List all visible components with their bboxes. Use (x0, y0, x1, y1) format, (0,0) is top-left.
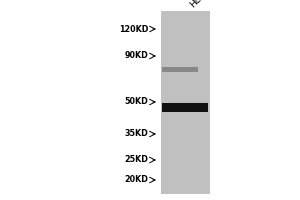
Text: 50KD: 50KD (125, 98, 148, 106)
Text: 25KD: 25KD (124, 156, 148, 164)
Text: 120KD: 120KD (119, 24, 148, 33)
Text: 20KD: 20KD (124, 176, 148, 184)
Text: 90KD: 90KD (125, 51, 148, 60)
Text: HL-60: HL-60 (188, 0, 213, 9)
FancyBboxPatch shape (160, 11, 210, 194)
Text: 35KD: 35KD (125, 130, 148, 138)
Bar (162, 103, 208, 112)
Bar (162, 67, 198, 72)
